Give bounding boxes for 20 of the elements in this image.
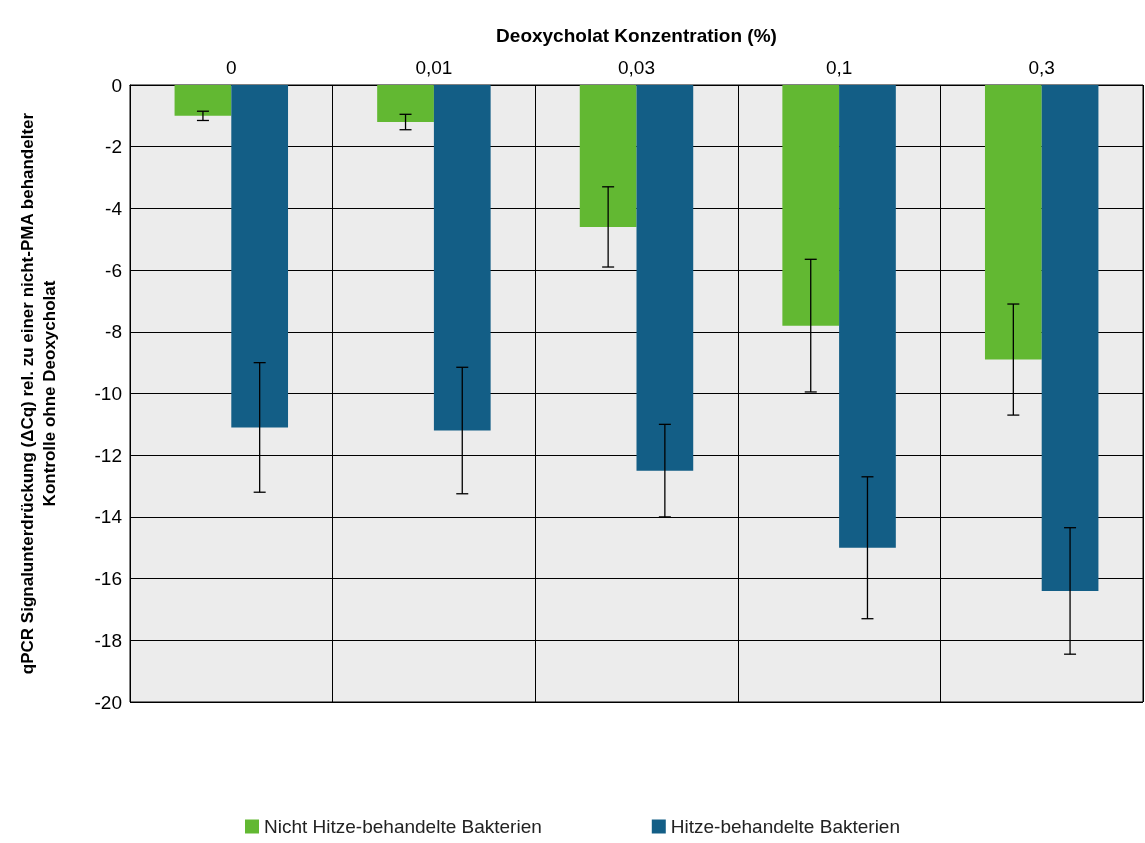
y-tick-label: -6 (105, 259, 122, 281)
y-tick-label: -18 (94, 629, 122, 651)
x-tick-label: 0,01 (415, 57, 453, 78)
y-tick-label: -14 (94, 506, 123, 528)
y-tick-label: -4 (105, 197, 123, 219)
y-axis-title: qPCR Signalunterdrückung (ΔCq) rel. zu einer nicht-PMA behandelter Kontrolle ohne Deoxycholat (17, 112, 59, 675)
y-tick-label: -20 (94, 691, 122, 713)
y-tick-label: -12 (94, 444, 122, 466)
x-axis-title: Deoxycholat Konzentration (%) (496, 25, 777, 46)
legend-label: Hitze-behandelte Bakterien (670, 816, 900, 837)
x-tick-label: 0,1 (825, 57, 853, 78)
y-tick-label: -2 (105, 136, 122, 158)
x-tick-label: 0 (226, 57, 237, 78)
legend-label: Nicht Hitze-behandelte Bakterien (264, 816, 542, 837)
y-tick-label: -8 (105, 321, 122, 343)
x-tick-label: 0,3 (1028, 57, 1055, 78)
x-tick-label: 0,03 (618, 57, 655, 78)
y-tick-label: 0 (111, 74, 122, 96)
y-tick-label: -10 (94, 383, 122, 404)
y-tick-label: -16 (94, 568, 122, 590)
